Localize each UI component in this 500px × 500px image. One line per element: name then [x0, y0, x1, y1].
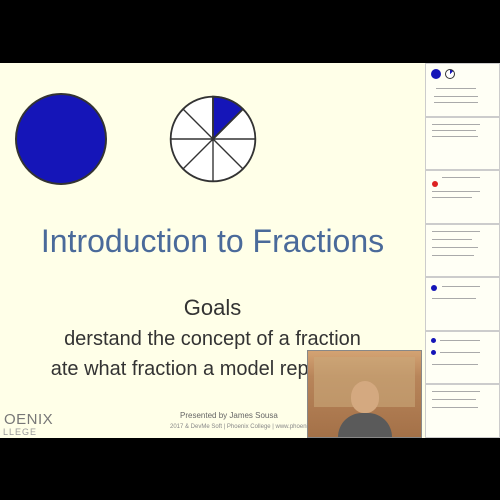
- thumbnail-7[interactable]: [425, 384, 500, 438]
- mini-icon: [431, 350, 436, 355]
- mini-text-line: [440, 340, 480, 341]
- mini-text-line: [434, 102, 478, 103]
- mini-text-line: [442, 177, 480, 178]
- mini-text-line: [442, 286, 480, 287]
- mini-pie-icon: [445, 69, 455, 79]
- presenter-credit: Presented by James Sousa: [180, 411, 278, 420]
- mini-text-line: [432, 247, 478, 248]
- mini-text-line: [432, 239, 472, 240]
- goal-text-1: derstand the concept of a fraction: [0, 328, 425, 351]
- webcam-presenter: [338, 381, 392, 437]
- mini-circle-icon: [431, 69, 441, 79]
- mini-text-line: [432, 298, 476, 299]
- mini-text-line: [436, 88, 476, 89]
- webcam-overlay: [307, 350, 422, 438]
- mini-text-line: [432, 197, 472, 198]
- mini-text-line: [432, 130, 476, 131]
- slide-title: Introduction to Fractions: [0, 223, 425, 260]
- presenter-body: [338, 413, 392, 437]
- thumbnail-3[interactable]: [425, 170, 500, 224]
- college-logo: OENIX: [4, 411, 53, 428]
- mini-text-line: [432, 364, 478, 365]
- thumbnail-6[interactable]: [425, 331, 500, 385]
- whole-circle-diagram: [15, 93, 107, 185]
- presenter-head: [351, 381, 379, 413]
- main-slide: Introduction to Fractions Goals derstand…: [0, 63, 425, 438]
- mini-text-line: [432, 255, 474, 256]
- mini-text-line: [432, 231, 480, 232]
- thumbnail-4[interactable]: [425, 224, 500, 278]
- mini-text-line: [432, 191, 480, 192]
- thumbnail-2[interactable]: [425, 117, 500, 171]
- one-eighth-pie-diagram: [167, 93, 259, 185]
- thumbnail-5[interactable]: [425, 277, 500, 331]
- mini-text-line: [434, 96, 478, 97]
- mini-text-line: [440, 352, 480, 353]
- mini-text-line: [432, 124, 480, 125]
- mini-icon: [432, 181, 438, 187]
- mini-icon: [431, 285, 437, 291]
- goals-heading: Goals: [0, 295, 425, 321]
- slide-thumbnails-panel: [425, 63, 500, 438]
- mini-text-line: [432, 407, 478, 408]
- mini-text-line: [432, 136, 478, 137]
- presentation-viewport: Introduction to Fractions Goals derstand…: [0, 63, 500, 438]
- thumbnail-1[interactable]: [425, 63, 500, 117]
- fraction-circles-row: [15, 93, 259, 185]
- mini-text-line: [432, 391, 480, 392]
- mini-icon: [431, 338, 436, 343]
- college-logo-sub: LLEGE: [3, 427, 37, 437]
- mini-text-line: [432, 399, 476, 400]
